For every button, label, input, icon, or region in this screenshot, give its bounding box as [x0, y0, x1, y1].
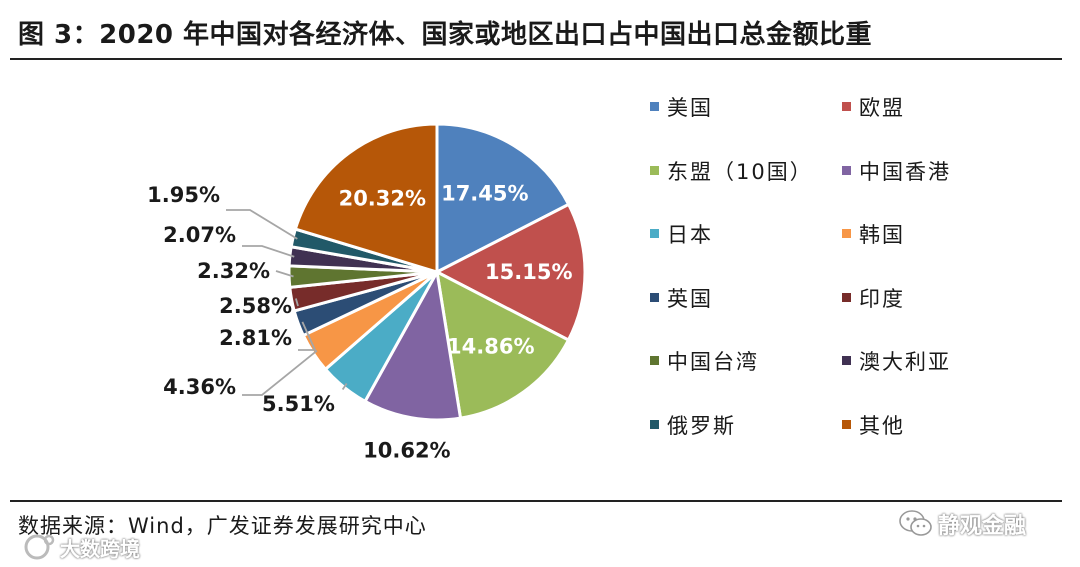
legend: 美国 欧盟东盟（10国） 中国香港日本 韩国英国 印度中国台湾 澳大利亚俄罗斯 其他: [650, 92, 1050, 473]
legend-item-印度: 印度: [842, 283, 1034, 347]
legend-swatch: [650, 292, 659, 302]
data-label-中国台湾: 2.32%: [197, 259, 270, 283]
pie-slice-美国: [435, 122, 571, 275]
data-label-英国: 2.81%: [219, 326, 292, 350]
data-label-欧盟: 15.15%: [485, 260, 572, 284]
legend-swatch: [650, 165, 659, 175]
legend-swatch: [842, 229, 851, 238]
pie-slice-中国香港: [363, 267, 463, 422]
legend-label: 中国台湾: [667, 350, 759, 374]
legend-swatch: [650, 229, 659, 238]
leader-line-印度: [295, 298, 299, 307]
wechat-icon: [899, 510, 932, 536]
leader-line-澳大利亚: [242, 245, 295, 258]
legend-label: 澳大利亚: [859, 350, 951, 374]
legend-label: 中国香港: [859, 159, 951, 184]
watermark-right: 静观金融: [938, 514, 1027, 539]
legend-label: 美国: [667, 96, 713, 120]
legend-swatch: [650, 419, 659, 429]
legend-item-英国: 英国: [650, 283, 842, 347]
bottom-divider: [10, 500, 1062, 502]
data-label-韩国: 4.36%: [163, 375, 236, 399]
data-label-美国: 17.45%: [441, 182, 528, 206]
legend-label: 欧盟: [859, 96, 905, 120]
legend-swatch: [842, 292, 851, 302]
legend-item-东盟10国: 东盟（10国）: [650, 156, 842, 220]
leader-line-日本: [341, 383, 348, 391]
legend-item-欧盟: 欧盟: [842, 92, 1034, 156]
pie-chart: 17.45% 15.15% 14.86% 10.62% 5.51% 4.36% 2.81% 2…: [147, 122, 587, 463]
watermark-left: 大数跨境: [60, 537, 140, 561]
legend-label: 英国: [667, 286, 713, 311]
legend-item-中国香港: 中国香港: [842, 156, 1034, 220]
legend-label: 日本: [667, 223, 713, 247]
pie-slice-欧盟: [433, 202, 587, 343]
leader-line-英国: [298, 321, 317, 351]
data-label-澳大利亚: 2.07%: [163, 223, 236, 247]
pie-slice-其他: [293, 122, 439, 275]
legend-item-其他: 其他: [842, 410, 1034, 474]
data-label-东盟10国: 14.86%: [447, 334, 534, 358]
legend-label: 俄罗斯: [667, 413, 736, 438]
leader-lines: [226, 209, 348, 396]
legend-label: 其他: [859, 413, 905, 438]
legend-item-美国: 美国: [650, 92, 842, 156]
legend-swatch: [842, 419, 851, 429]
pie-slice-东盟10国: [435, 269, 571, 420]
legend-swatch: [650, 356, 659, 365]
legend-swatch: [842, 356, 851, 365]
leader-line-俄罗斯: [226, 209, 298, 240]
legend-swatch: [842, 102, 851, 111]
data-label-其他: 20.32%: [339, 186, 426, 210]
leader-line-中国台湾: [275, 270, 294, 278]
data-label-中国香港: 10.62%: [363, 438, 450, 462]
source-note: 数据来源：Wind，广发证券发展研究中心: [18, 514, 427, 538]
legend-label: 印度: [859, 286, 905, 311]
leader-line-韩国: [242, 349, 318, 396]
chart-title: 图 3：2020 年中国对各经济体、国家或地区出口占中国出口总金额比重: [18, 20, 873, 50]
legend-label: 东盟（10国）: [667, 159, 813, 184]
legend-item-中国台湾: 中国台湾: [650, 346, 842, 410]
data-label-俄罗斯: 1.95%: [147, 183, 220, 207]
data-label-日本: 5.51%: [262, 392, 335, 416]
legend-item-韩国: 韩国: [842, 219, 1034, 283]
legend-item-俄罗斯: 俄罗斯: [650, 410, 842, 474]
logo-icon: [24, 534, 55, 560]
legend-swatch: [842, 165, 851, 175]
legend-swatch: [650, 102, 659, 111]
legend-label: 韩国: [859, 223, 905, 247]
data-labels: 17.45% 15.15% 14.86% 10.62% 5.51% 4.36% 2.81% 2…: [147, 182, 572, 463]
legend-item-日本: 日本: [650, 219, 842, 283]
top-divider: [10, 58, 1062, 60]
data-label-印度: 2.58%: [219, 294, 292, 318]
legend-item-澳大利亚: 澳大利亚: [842, 346, 1034, 410]
